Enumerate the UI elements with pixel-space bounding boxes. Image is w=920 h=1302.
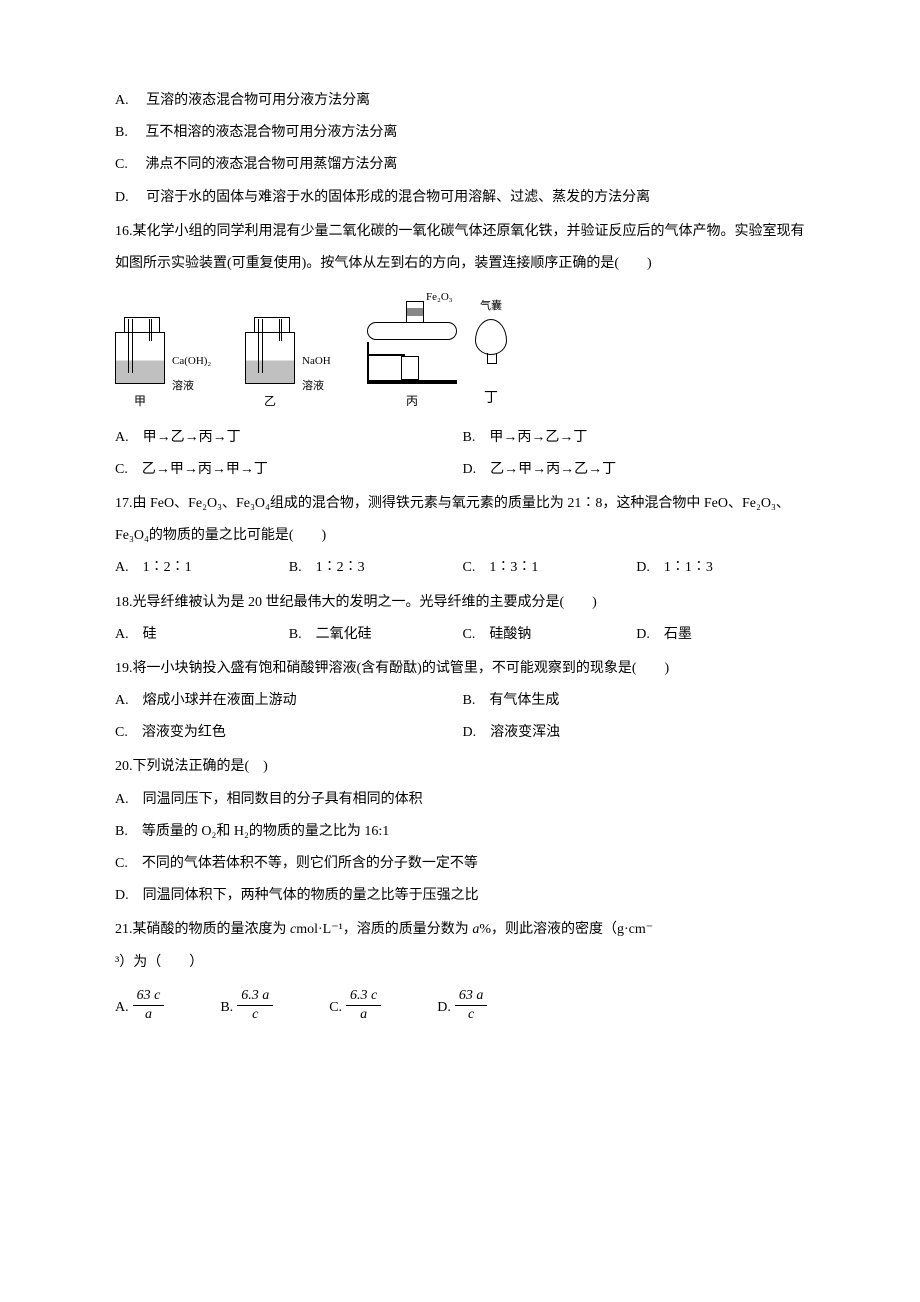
q21-option-c: C. 6.3 ca [329,987,385,1024]
q17-options: A. 1∶2∶1 B. 1∶2∶3 C. 1∶3∶1 D. 1∶1∶3 [115,552,810,584]
q21-option-b: B. 6.3 ac [220,987,277,1024]
label-yi: 乙 [264,388,276,416]
q21-stem: 21.某硝酸的物质的量浓度为 cmol·L⁻¹，溶质的质量分数为 a%，则此溶液… [115,914,810,946]
q21-c-num: 6.3 c [346,987,381,1006]
q18-options: A. 硅 B. 二氧化硅 C. 硅酸钠 D. 石墨 [115,619,810,651]
q21-a-label: A. [115,992,129,1024]
q20-option-b: B. 等质量的 O₂和 H₂的物质的量之比为 16:1 [115,816,810,848]
q17-stem: 17.由 FeO、Fe₂O₃、Fe₃O₄组成的混合物，测得铁元素与氧元素的质量比… [115,488,810,552]
q16-option-c: C. 乙→甲→丙→甲→丁 [115,454,463,486]
device-yi: NaOH 溶液 乙 [245,332,295,416]
q19-stem: 19.将一小块钠投入盛有饱和硝酸钾溶液(含有酚酞)的试管里，不可能观察到的现象是… [115,653,810,685]
q20-option-c: C. 不同的气体若体积不等，则它们所含的分子数一定不等 [115,848,810,880]
q15-option-c: C. 沸点不同的液态混合物可用蒸馏方法分离 [115,149,810,181]
q19-option-b: B. 有气体生成 [463,685,811,717]
q21-stem-2: mol·L⁻¹，溶质的质量分数为 [296,922,472,937]
q21-b-num: 6.3 a [237,987,273,1006]
q17-option-c: C. 1∶3∶1 [463,552,637,584]
q21-stem-line2: ³）为（ ） [115,947,810,979]
q19-options-cd: C. 溶液变为红色 D. 溶液变浑浊 [115,717,810,749]
q21-d-num: 63 a [455,987,488,1006]
device-bing: Fe₂O₃ 丙 [367,322,457,416]
q21-c-label: C. [329,992,342,1024]
q15-option-b: B. 互不相溶的液态混合物可用分液方法分离 [115,117,810,149]
q20-stem: 20.下列说法正确的是( ) [115,751,810,783]
q17-option-a: A. 1∶2∶1 [115,552,289,584]
q19-options-ab: A. 熔成小球并在液面上游动 B. 有气体生成 [115,685,810,717]
q18-option-a: A. 硅 [115,619,289,651]
q16-options-ab: A. 甲→乙→丙→丁 B. 甲→丙→乙→丁 [115,422,810,454]
q20-option-d: D. 同温同体积下，两种气体的物质的量之比等于压强之比 [115,880,810,912]
naoh-label: NaOH [302,355,331,367]
q21-b-den: c [237,1006,273,1024]
q16-option-b: B. 甲→丙→乙→丁 [463,422,811,454]
device-jia: Ca(OH)₂ 溶液 甲 [115,332,165,416]
q21-d-den: c [455,1006,488,1024]
q18-option-b: B. 二氧化硅 [289,619,463,651]
q18-option-c: C. 硅酸钠 [463,619,637,651]
q17-option-b: B. 1∶2∶3 [289,552,463,584]
q21-option-a: A. 63 ca [115,987,168,1024]
q16-option-a: A. 甲→乙→丙→丁 [115,422,463,454]
q18-stem: 18.光导纤维被认为是 20 世纪最伟大的发明之一。光导纤维的主要成分是( ) [115,587,810,619]
q20-option-a: A. 同温同压下，相同数目的分子具有相同的体积 [115,784,810,816]
q21-a-den: a [133,1006,165,1024]
q21-stem-3: %，则此溶液的密度（g·cm⁻ [479,922,653,937]
q16-diagram: Ca(OH)₂ 溶液 甲 NaOH 溶液 乙 Fe₂O₃ 丙 气囊 丁 [115,292,810,415]
q15-option-d: D. 可溶于水的固体与难溶于水的固体形成的混合物可用溶解、过滤、蒸发的方法分离 [115,182,810,214]
label-jia: 甲 [134,388,146,416]
rongye-label-2: 溶液 [302,380,324,392]
rongye-label-1: 溶液 [172,380,194,392]
q21-d-label: D. [437,992,451,1024]
q21-option-d: D. 63 ac [437,987,491,1024]
q21-a-num: 63 c [133,987,165,1006]
q21-options: A. 63 ca B. 6.3 ac C. 6.3 ca D. 63 ac [115,987,810,1024]
caoh2-label: Ca(OH)₂ [172,355,211,367]
q16-options-cd: C. 乙→甲→丙→甲→丁 D. 乙→甲→丙→乙→丁 [115,454,810,486]
q16-stem: 16.某化学小组的同学利用混有少量二氧化碳的一氧化碳气体还原氧化铁，并验证反应后… [115,216,810,280]
q21-stem-1: 21.某硝酸的物质的量浓度为 [115,922,290,937]
label-ding: 丁 [484,383,498,415]
fe2o3-label: Fe₂O₃ [426,285,453,310]
qinang-label: 气囊 [480,294,502,319]
q21-c-den: a [346,1006,381,1024]
device-ding: 气囊 丁 [475,292,507,415]
q15-option-a: A. 互溶的液态混合物可用分液方法分离 [115,85,810,117]
q18-option-d: D. 石墨 [636,619,810,651]
q17-option-d: D. 1∶1∶3 [636,552,810,584]
q19-option-c: C. 溶液变为红色 [115,717,463,749]
q16-option-d: D. 乙→甲→丙→乙→丁 [463,454,811,486]
label-bing: 丙 [406,388,418,416]
q19-option-a: A. 熔成小球并在液面上游动 [115,685,463,717]
q21-b-label: B. [220,992,233,1024]
q19-option-d: D. 溶液变浑浊 [463,717,811,749]
